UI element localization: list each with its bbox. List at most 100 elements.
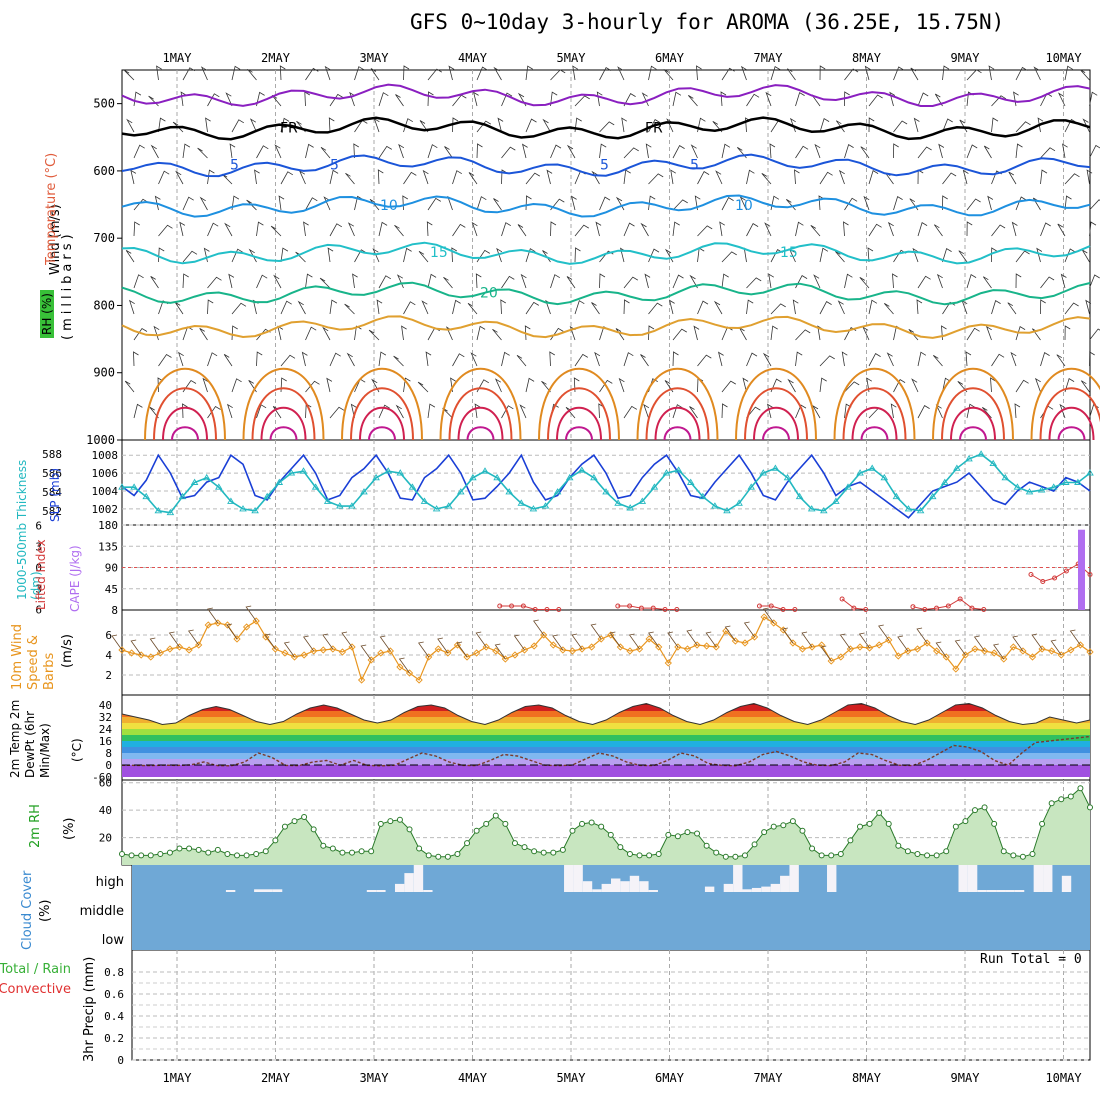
wind10-point xyxy=(482,643,490,651)
wind10-barb xyxy=(283,641,295,658)
rh2m-area xyxy=(122,788,1090,865)
wind10-point xyxy=(961,651,970,659)
cloud-level-label: middle xyxy=(80,904,124,919)
wind-barb xyxy=(475,273,482,289)
wind-barb xyxy=(893,195,903,211)
wind-barb xyxy=(596,91,603,107)
wind-barb xyxy=(910,67,919,81)
wind-barb xyxy=(623,169,631,185)
wind-barb xyxy=(933,224,943,237)
wind-barb xyxy=(378,145,393,159)
wind-barb xyxy=(893,379,906,393)
wind10-barb xyxy=(782,627,794,644)
wind10-point xyxy=(271,645,279,653)
wind10-point xyxy=(923,639,931,647)
wind-barb xyxy=(471,221,478,237)
wind-barb xyxy=(256,91,265,107)
wind-barb xyxy=(150,276,159,289)
high-cloud-bar xyxy=(704,886,715,892)
wind-barb xyxy=(868,353,881,367)
wind10-point xyxy=(1019,647,1027,655)
wind10-point xyxy=(1048,647,1056,655)
wind-barb xyxy=(133,327,148,341)
wind-barb xyxy=(207,299,214,315)
thickness-point xyxy=(832,497,840,504)
wind10-point xyxy=(530,642,538,650)
wind-barb xyxy=(687,95,698,107)
wind10-barb xyxy=(398,657,410,674)
wind10-point xyxy=(214,619,222,627)
rh2m-point xyxy=(147,852,154,859)
thickness-point xyxy=(481,467,489,474)
day-label-bottom: 8MAY xyxy=(852,1071,882,1085)
wind-barb xyxy=(769,143,776,159)
wind10-barb xyxy=(686,629,698,646)
rh2m-point xyxy=(694,830,701,837)
thickness-point xyxy=(1062,478,1070,485)
run-total-label: Run Total = 0 xyxy=(980,952,1082,967)
wind10-point xyxy=(453,641,462,649)
wind-barb xyxy=(228,273,235,289)
high-cloud-bar xyxy=(573,865,583,892)
wind-barb xyxy=(787,378,796,393)
thickness-point xyxy=(807,505,816,512)
high-cloud-bar xyxy=(1043,865,1053,892)
thickness-point xyxy=(1001,473,1010,481)
isotherm-15 xyxy=(121,241,1091,265)
wind-barb xyxy=(761,173,772,185)
rh2m-point xyxy=(1019,853,1026,860)
lifted-index-line xyxy=(499,605,559,610)
wind-barb xyxy=(207,276,222,289)
wind-barb xyxy=(205,117,211,133)
wind-barb xyxy=(133,91,142,107)
wind-barb xyxy=(721,380,737,393)
wind-barb xyxy=(305,273,313,289)
thermal-loop xyxy=(959,426,987,441)
wind-barb xyxy=(1036,247,1043,263)
temp-band xyxy=(122,729,1090,735)
rh2m-point xyxy=(119,851,125,858)
wind-barb xyxy=(326,377,333,393)
wind-barb xyxy=(746,277,762,289)
rh2m-point xyxy=(1087,804,1093,811)
contour-label: 5 xyxy=(230,158,239,174)
thickness-point xyxy=(190,478,199,485)
day-label-bottom: 9MAY xyxy=(951,1071,981,1085)
rh2m-point xyxy=(876,809,883,816)
wind-barb xyxy=(721,67,735,81)
wind-barb xyxy=(1059,403,1066,419)
wind10-barb xyxy=(552,634,564,651)
wind10-point xyxy=(118,646,126,654)
thickness-point xyxy=(711,502,719,509)
wind-barb xyxy=(1089,274,1100,289)
wind-barb xyxy=(474,403,481,419)
wind-barb xyxy=(273,274,282,289)
rh2m-point xyxy=(224,851,231,858)
thickness-point xyxy=(759,469,768,476)
thickness-point xyxy=(856,469,864,476)
wind-barb xyxy=(887,221,894,237)
wind-barb xyxy=(866,377,873,393)
temp-band xyxy=(122,765,1090,777)
rh2m-point xyxy=(425,852,432,859)
lifted-index-point xyxy=(1063,568,1069,574)
thickness-point xyxy=(493,473,501,481)
wind-barb xyxy=(1089,328,1100,341)
wind10-barb xyxy=(858,632,870,649)
thickness-point xyxy=(880,473,889,481)
wind-barb xyxy=(721,403,728,419)
wind-barb xyxy=(1081,249,1090,263)
wind-barb xyxy=(721,273,729,289)
wind-barb xyxy=(746,169,755,185)
wind-barb xyxy=(451,247,458,263)
wind-barb xyxy=(346,352,355,367)
rh2m-point xyxy=(253,851,260,858)
wind-barb xyxy=(987,195,994,211)
wind-barb xyxy=(889,91,896,107)
wind-barb xyxy=(942,172,957,185)
rh2m-point xyxy=(320,842,327,849)
rh2m-point xyxy=(646,852,653,859)
wind-barb xyxy=(941,325,947,341)
wind-barb xyxy=(297,300,306,315)
wind10-point xyxy=(1038,645,1046,653)
